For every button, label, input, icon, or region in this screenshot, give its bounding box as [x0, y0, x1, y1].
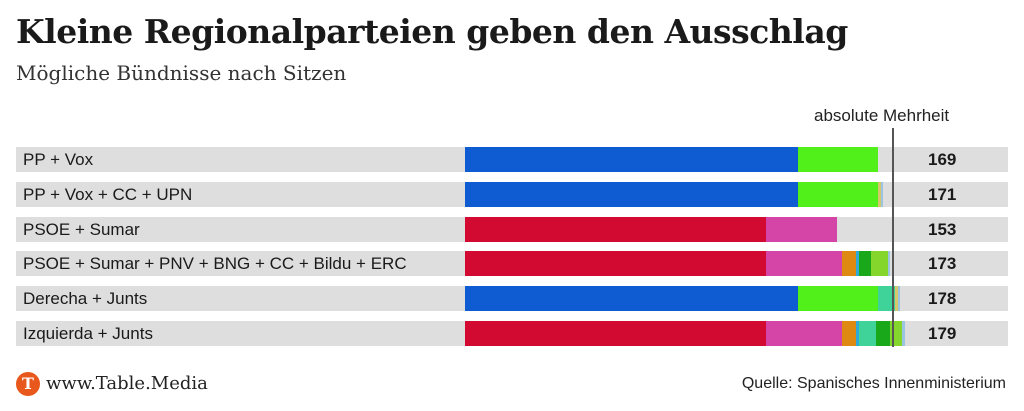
bar-segment	[856, 251, 859, 276]
seat-total: 178	[928, 289, 957, 308]
bar-segment	[766, 321, 842, 346]
chart-title: Kleine Regionalparteien geben den Aussch…	[16, 12, 848, 51]
category-label: Izquierda + Junts	[23, 324, 153, 343]
bar-segment	[465, 217, 767, 242]
seat-total: 171	[928, 185, 957, 204]
bar-segment	[465, 286, 798, 311]
bar-segment	[797, 182, 879, 207]
seat-total: 173	[928, 254, 957, 273]
bar-segment	[465, 147, 798, 172]
bar-segment	[875, 321, 891, 346]
bar-segment	[858, 251, 871, 276]
chart-subtitle: Mögliche Bündnisse nach Sitzen	[16, 61, 347, 85]
bar-segment	[465, 182, 798, 207]
bar-segment	[841, 251, 857, 276]
bar-segment	[797, 147, 879, 172]
category-label: PSOE + Sumar	[23, 220, 140, 239]
category-label: PP + Vox + CC + UPN	[23, 185, 193, 204]
bar-segment	[870, 251, 888, 276]
bar-segment	[902, 321, 905, 346]
seat-total: 179	[928, 324, 957, 343]
bar-segment	[841, 321, 857, 346]
seat-total: 153	[928, 220, 957, 239]
majority-label: absolute Mehrheit	[814, 106, 950, 125]
bar-segment	[880, 182, 883, 207]
bar-segment	[797, 286, 879, 311]
bar-segment	[766, 251, 842, 276]
bar-segment	[878, 286, 896, 311]
bar-segment	[766, 217, 837, 242]
bar-segment	[897, 286, 900, 311]
bar-segment	[465, 251, 767, 276]
bar-segment	[858, 321, 876, 346]
seat-total: 169	[928, 150, 957, 169]
source-note: Quelle: Spanisches Innenministerium	[741, 375, 1006, 392]
bar-segment	[895, 286, 898, 311]
site-link[interactable]: www.Table.Media	[46, 373, 208, 394]
bar-segment	[887, 251, 891, 276]
majority-line	[892, 128, 894, 347]
bar-segment	[856, 321, 859, 346]
category-label: PP + Vox	[23, 150, 94, 169]
bar-segment	[465, 321, 767, 346]
bar-segment	[878, 182, 881, 207]
category-label: Derecha + Junts	[23, 289, 148, 308]
table-media-logo[interactable]: T	[16, 372, 40, 396]
category-label: PSOE + Sumar + PNV + BNG + CC + Bildu + …	[23, 254, 407, 273]
